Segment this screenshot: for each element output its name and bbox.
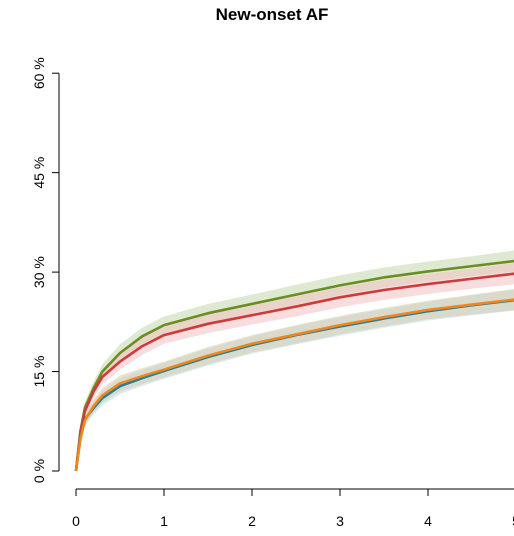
series-line-2 [74, 272, 514, 472]
x-tick-label: 1 [160, 513, 168, 529]
series-line-1 [74, 259, 514, 472]
x-tick-label: 0 [72, 513, 80, 529]
y-axis-ticks: 0 % 15 % 30 % 45 % 60 % [31, 57, 59, 483]
series-lines [74, 259, 514, 472]
chart-title: New-onset AF [215, 5, 329, 24]
y-tick-label: 30 % [31, 256, 47, 288]
y-tick-label: 45 % [31, 157, 47, 189]
x-axis-ticks: 0 1 2 3 4 5 [72, 489, 514, 529]
series-line-4 [74, 298, 514, 472]
confidence-bands [76, 250, 514, 471]
y-tick-label: 60 % [31, 57, 47, 89]
confidence-band-2 [76, 263, 514, 471]
x-tick-label: 3 [336, 513, 344, 529]
x-tick-label: 4 [424, 513, 432, 529]
confidence-band-4 [76, 288, 514, 471]
x-tick-label: 2 [248, 513, 256, 529]
x-tick-label: 5 [512, 513, 514, 529]
y-tick-label: 0 % [31, 459, 47, 483]
y-tick-label: 15 % [31, 356, 47, 388]
